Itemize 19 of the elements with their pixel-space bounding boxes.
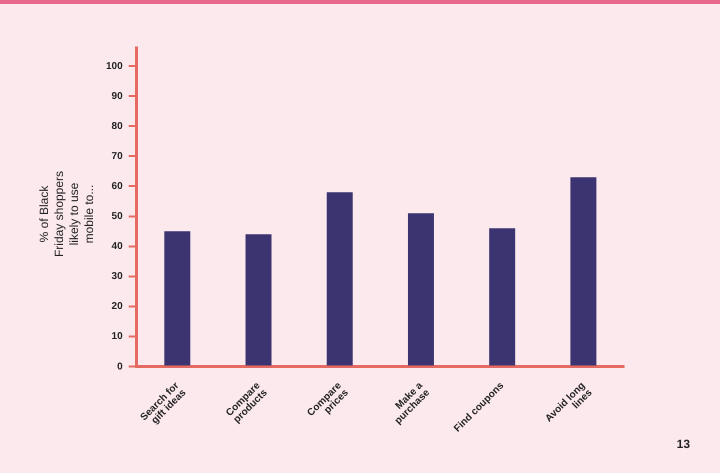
bar xyxy=(164,231,190,366)
y-tick-label: 10 xyxy=(112,331,124,342)
bar xyxy=(246,234,272,366)
y-tick-label: 100 xyxy=(106,60,124,72)
y-tick-label: 80 xyxy=(112,120,124,132)
y-tick-label: 50 xyxy=(112,211,124,222)
y-tick-label: 0 xyxy=(117,361,124,372)
bar xyxy=(326,192,353,366)
bar xyxy=(408,213,434,366)
y-tick-label: 20 xyxy=(112,301,124,312)
text: 13 xyxy=(676,437,690,451)
y-tick-label: 60 xyxy=(112,180,124,192)
y-tick-label: 30 xyxy=(112,271,124,282)
y-tick-label: 70 xyxy=(112,150,124,162)
y-tick-label: 40 xyxy=(112,241,124,252)
y-tick-label: 90 xyxy=(112,90,124,102)
bar xyxy=(489,228,516,366)
y-axis-title: % of Black Friday shoppers likely to use mobile to... xyxy=(37,170,97,259)
bar xyxy=(570,177,596,366)
